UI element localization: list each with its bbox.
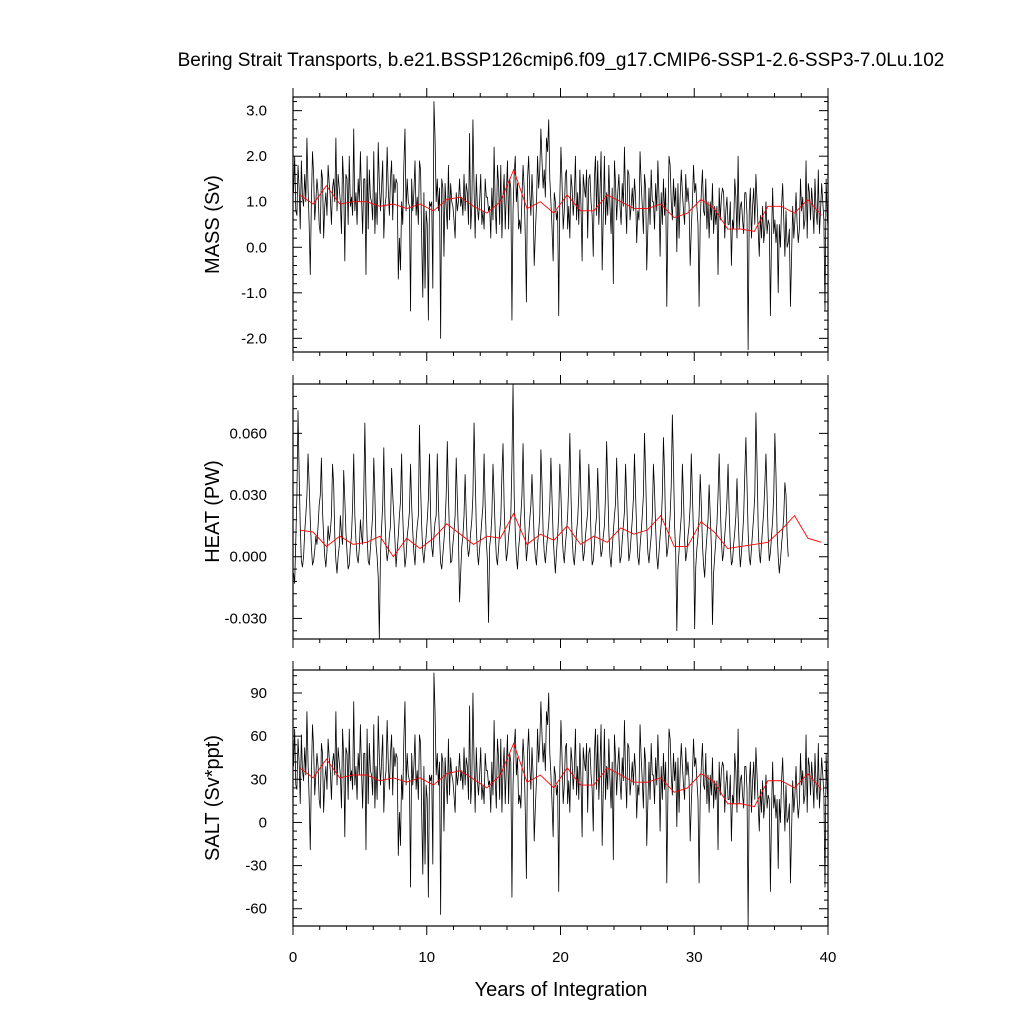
y-tick-label: 3.0 (246, 103, 267, 120)
y-axis-title: MASS (Sv) (202, 175, 224, 274)
y-tick-label: -2.0 (241, 330, 267, 347)
panel-1: -2.0 -1.0 0.0 1.0 2.0 3.0 MASS (Sv) (202, 88, 829, 361)
y-tick-label: 90 (250, 685, 267, 702)
y-tick-label: -1.0 (241, 285, 267, 302)
y-axis-title: SALT (Sv*ppt) (202, 735, 224, 861)
monthly-series-line (293, 384, 789, 639)
panels-group: -2.0 -1.0 0.0 1.0 2.0 3.0 MASS (Sv) -0.030 0.000… (202, 88, 837, 966)
y-tick-label: -0.030 (224, 610, 267, 627)
x-axis-title: Years of Integration (475, 979, 648, 1001)
x-tick-label: 40 (820, 949, 837, 966)
x-tick-label: 20 (552, 949, 569, 966)
y-tick-label: 2.0 (246, 148, 267, 165)
y-tick-label: 60 (250, 728, 267, 745)
x-tick-label: 10 (418, 949, 435, 966)
annual-mean-line (299, 512, 822, 558)
y-tick-label: -60 (245, 901, 267, 918)
y-tick-label: 0.060 (229, 425, 267, 442)
y-tick-label: 1.0 (246, 194, 267, 211)
monthly-series-line (293, 101, 828, 351)
x-tick-label: 30 (686, 949, 703, 966)
monthly-series-line (293, 672, 828, 926)
chart-title: Bering Strait Transports, b.e21.BSSP126c… (178, 50, 945, 71)
y-tick-label: 0.000 (229, 549, 267, 566)
y-tick-label: 30 (250, 771, 267, 788)
annual-mean-line (299, 742, 822, 808)
annual-mean-line (299, 168, 822, 232)
y-tick-label: 0 (259, 814, 267, 831)
y-axis-title: HEAT (PW) (202, 460, 224, 563)
panel-2: -0.030 0.000 0.030 0.060 HEAT (PW) (202, 375, 829, 648)
x-tick-label: 0 (289, 949, 297, 966)
y-tick-label: 0.030 (229, 487, 267, 504)
y-tick-label: 0.0 (246, 239, 267, 256)
y-tick-label: -30 (245, 858, 267, 875)
panel-3: -60 -30 0 30 60 90 SALT (Sv*ppt) 0 10 20 30 40 (202, 661, 837, 966)
